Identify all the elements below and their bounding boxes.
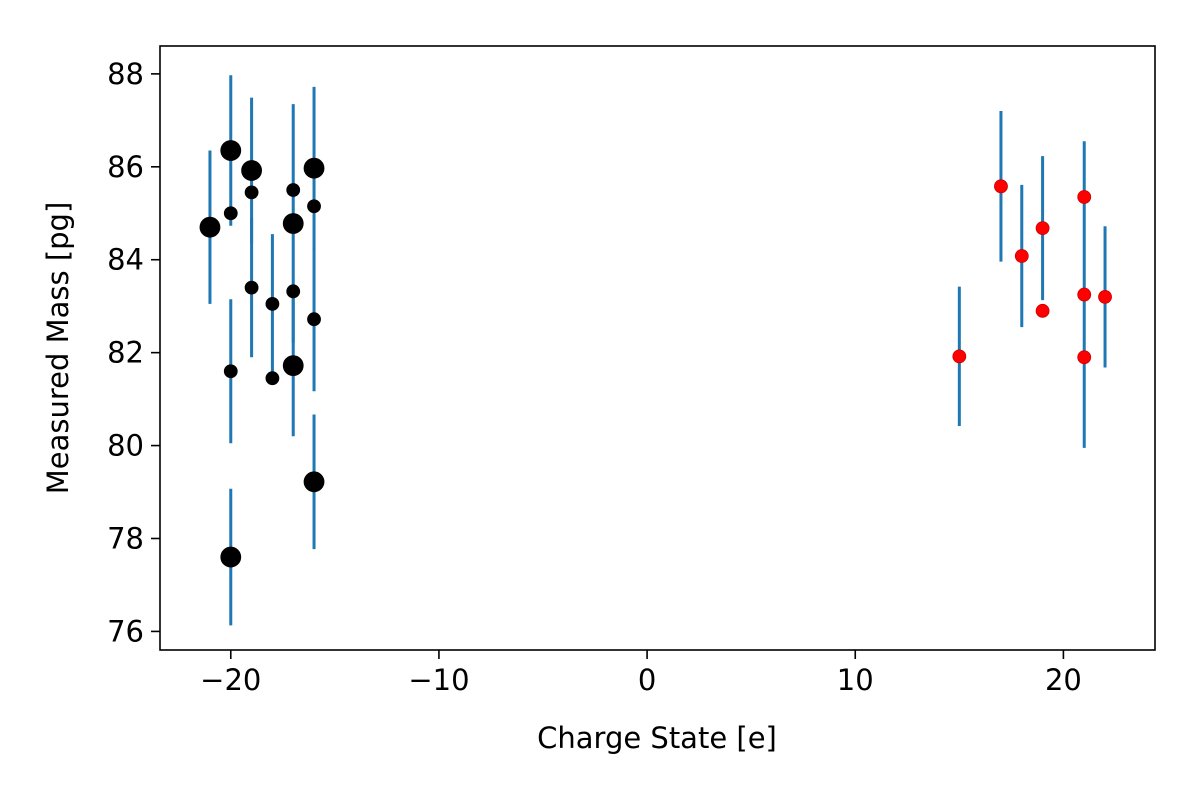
x-tick-label: 0 [638, 663, 656, 697]
data-point [1035, 303, 1050, 318]
y-axis-ticks: 76 78 80 82 84 86 88 [107, 57, 160, 648]
data-point [286, 284, 301, 299]
x-axis-ticks: −20 −10 0 10 20 [200, 650, 1082, 697]
data-point [303, 471, 325, 493]
plot-frame [159, 45, 1156, 651]
y-tick-label: 76 [107, 614, 144, 648]
y-tick-label: 84 [107, 243, 144, 277]
data-point [282, 213, 304, 234]
x-tick-label: −10 [408, 663, 469, 697]
y-tick-label: 86 [107, 150, 144, 184]
data-markers [199, 140, 1112, 568]
data-point [303, 157, 325, 179]
y-axis-label: Measured Mass [pg] [41, 202, 75, 495]
error-bars [208, 75, 1107, 626]
data-point [1077, 287, 1092, 302]
data-point [220, 546, 242, 568]
data-point [286, 183, 301, 197]
y-tick-label: 78 [107, 521, 144, 555]
x-axis-label: Charge State [e] [537, 721, 777, 755]
data-point [265, 296, 280, 311]
data-point [223, 364, 238, 379]
data-point [282, 355, 304, 377]
data-point [241, 160, 262, 181]
data-point [307, 312, 321, 327]
data-point [265, 371, 280, 386]
data-point [994, 179, 1008, 194]
data-point [1098, 289, 1112, 304]
data-point [244, 280, 259, 295]
data-point [1077, 350, 1092, 365]
y-tick-label: 80 [107, 429, 144, 463]
data-point [1035, 221, 1050, 236]
y-tick-label: 82 [107, 336, 144, 370]
data-point [1014, 249, 1029, 263]
data-point [244, 185, 259, 200]
x-tick-label: 10 [837, 663, 874, 697]
data-point [220, 140, 242, 161]
data-point [199, 216, 221, 238]
data-point [952, 349, 967, 364]
x-tick-label: 20 [1045, 663, 1082, 697]
x-tick-label: −20 [200, 663, 261, 697]
data-point [307, 199, 321, 214]
data-point [223, 206, 238, 221]
y-tick-label: 88 [107, 57, 144, 91]
data-point [1077, 190, 1092, 204]
